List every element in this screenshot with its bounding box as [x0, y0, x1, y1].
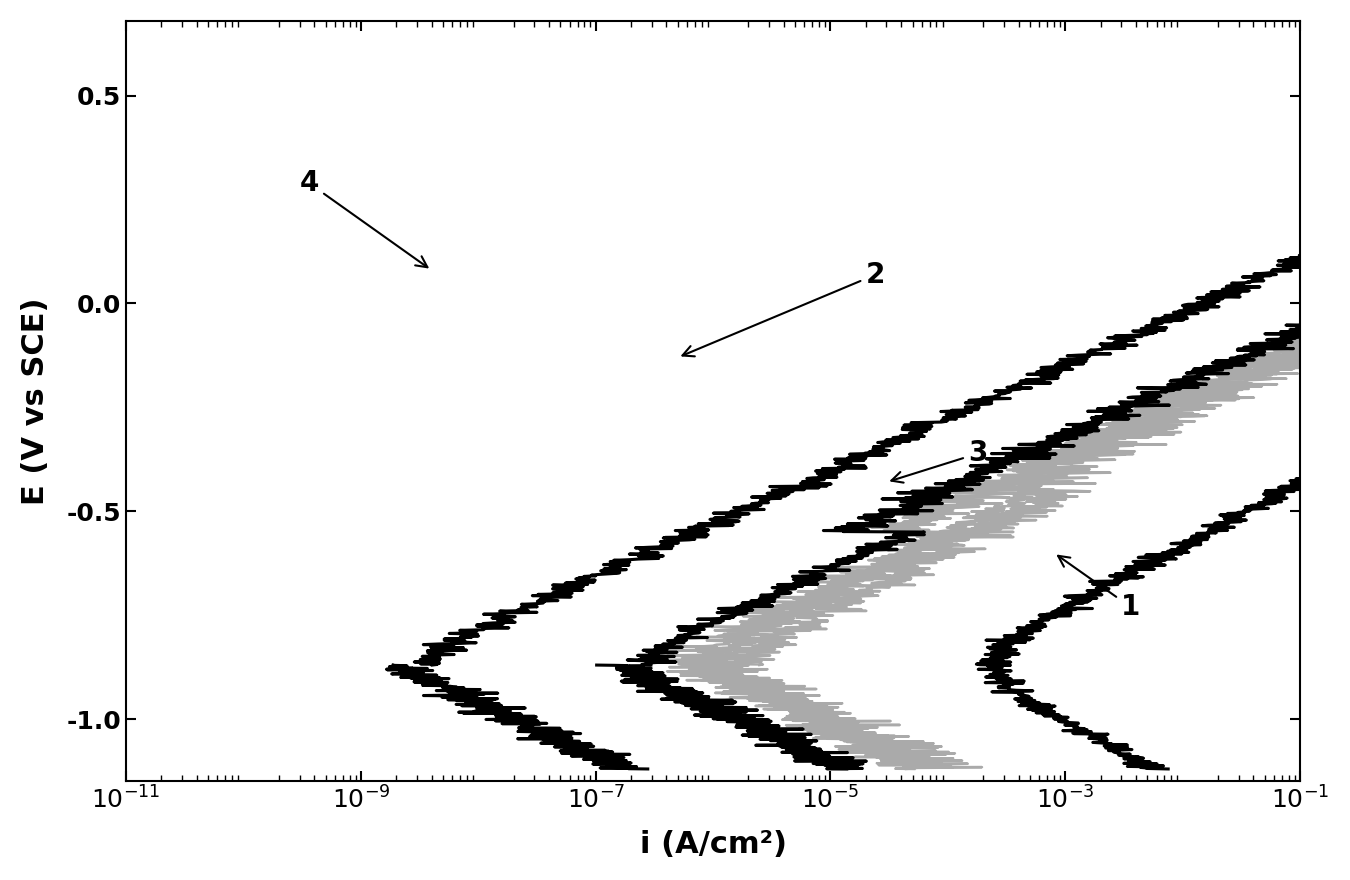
Text: 1: 1 — [1058, 556, 1141, 621]
Text: 3: 3 — [891, 439, 988, 482]
X-axis label: i (A/cm²): i (A/cm²) — [640, 830, 787, 859]
Text: 2: 2 — [683, 260, 886, 356]
Y-axis label: E (V vs SCE): E (V vs SCE) — [20, 297, 50, 505]
Text: 4: 4 — [300, 169, 428, 268]
